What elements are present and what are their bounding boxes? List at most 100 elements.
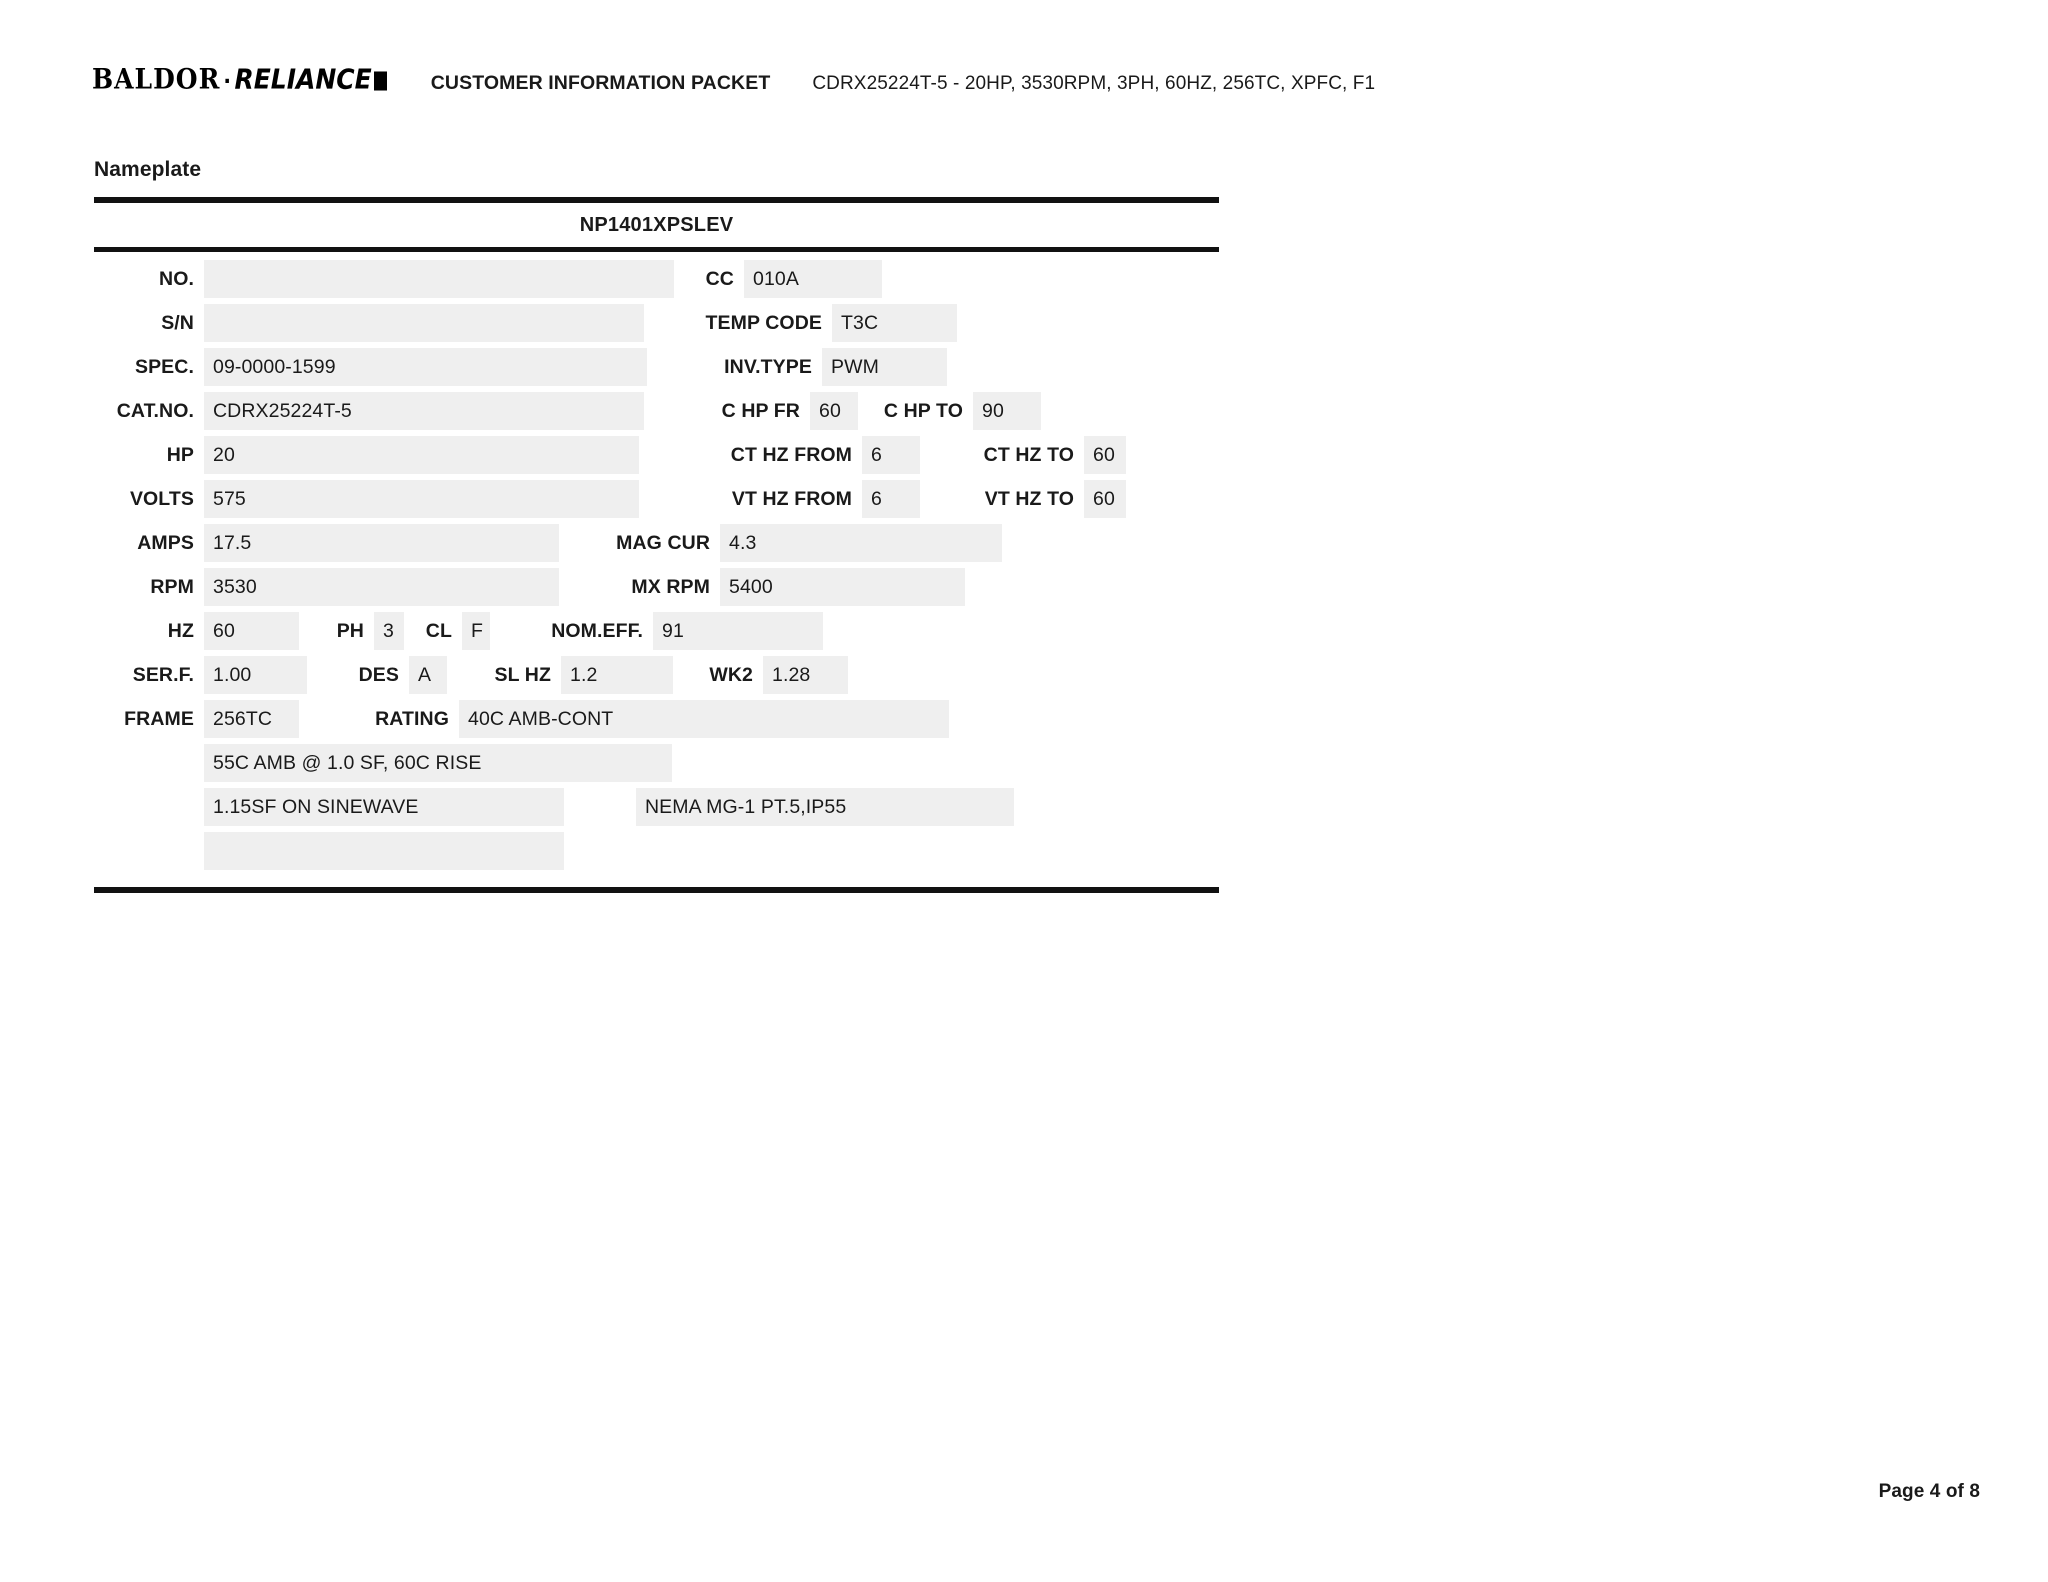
label-no: NO.: [159, 267, 194, 290]
value-note-2[interactable]: 1.15SF ON SINEWAVE: [204, 788, 564, 826]
row-spacer: [920, 477, 934, 521]
value-mx-rpm[interactable]: 5400: [720, 568, 965, 606]
row-spacer: [674, 257, 694, 301]
table-row: SPEC. 09-0000-1599 INV.TYPE PWM: [94, 345, 1219, 389]
value-ct-hz-from[interactable]: 6: [862, 436, 920, 474]
table-top-rule: [94, 197, 1219, 203]
value-nom-eff[interactable]: 91: [653, 612, 823, 650]
logo-trademark-icon: [373, 71, 387, 91]
row-spacer: [639, 477, 662, 521]
table-row: VOLTS 575 VT HZ FROM 6 VT HZ TO 60: [94, 477, 1219, 521]
value-note-3[interactable]: [204, 832, 564, 870]
baldor-reliance-logo: BALDOR · RELIANCE: [92, 63, 387, 95]
table-row: [94, 829, 1219, 873]
value-amps[interactable]: 17.5: [204, 524, 559, 562]
value-des[interactable]: A: [409, 656, 447, 694]
value-volts[interactable]: 575: [204, 480, 639, 518]
row-spacer: [299, 697, 329, 741]
table-row: FRAME 256TC RATING 40C AMB-CONT: [94, 697, 1219, 741]
table-row: 1.15SF ON SINEWAVE NEMA MG-1 PT.5,IP55: [94, 785, 1219, 829]
label-vt-hz-from: VT HZ FROM: [731, 487, 852, 510]
value-hz[interactable]: 60: [204, 612, 299, 650]
value-ct-hz-to[interactable]: 60: [1084, 436, 1126, 474]
label-amps: AMPS: [137, 531, 194, 554]
label-hz: HZ: [167, 619, 194, 642]
label-temp-code: TEMP CODE: [705, 311, 822, 334]
label-vt-hz-to: VT HZ TO: [984, 487, 1074, 510]
label-mx-rpm: MX RPM: [631, 575, 710, 598]
row-spacer: [490, 609, 505, 653]
label-volts: VOLTS: [129, 487, 194, 510]
label-sl-hz: SL HZ: [494, 663, 551, 686]
section-heading-nameplate: Nameplate: [94, 158, 202, 181]
table-row: NO. CC 010A: [94, 257, 1219, 301]
value-ph[interactable]: 3: [374, 612, 404, 650]
label-des: DES: [358, 663, 399, 686]
value-rpm[interactable]: 3530: [204, 568, 559, 606]
value-c-hp-fr[interactable]: 60: [810, 392, 858, 430]
label-nom-eff: NOM.EFF.: [551, 619, 643, 642]
page-number-footer: Page 4 of 8: [1878, 1481, 1980, 1502]
label-note-1: [94, 741, 204, 785]
nameplate-title: NP1401XPSLEV: [579, 214, 734, 236]
label-rating: RATING: [375, 707, 449, 730]
label-inv-type: INV.TYPE: [724, 355, 812, 378]
value-note-nema[interactable]: NEMA MG-1 PT.5,IP55: [636, 788, 1014, 826]
value-rating[interactable]: 40C AMB-CONT: [459, 700, 949, 738]
row-spacer: [559, 521, 580, 565]
table-header-rule: [94, 247, 1219, 252]
table-bottom-rule: [94, 887, 1219, 893]
row-spacer: [299, 609, 312, 653]
value-no[interactable]: [204, 260, 674, 298]
value-vt-hz-to[interactable]: 60: [1084, 480, 1126, 518]
label-frame: FRAME: [124, 707, 194, 730]
label-ph: PH: [336, 619, 364, 642]
table-row: HZ 60 PH 3 CL F NOM.EFF. 91: [94, 609, 1219, 653]
value-wk2[interactable]: 1.28: [763, 656, 848, 694]
label-cc: CC: [705, 267, 734, 290]
value-cat-no[interactable]: CDRX25224T-5: [204, 392, 644, 430]
label-note-2: [94, 785, 204, 829]
row-spacer: [404, 609, 416, 653]
value-c-hp-to[interactable]: 90: [973, 392, 1041, 430]
row-spacer: [858, 389, 868, 433]
label-cat-no: CAT.NO.: [116, 399, 194, 422]
value-spec[interactable]: 09-0000-1599: [204, 348, 647, 386]
value-sl-hz[interactable]: 1.2: [561, 656, 673, 694]
value-mag-cur[interactable]: 4.3: [720, 524, 1002, 562]
label-rpm: RPM: [150, 575, 194, 598]
value-cc[interactable]: 010A: [744, 260, 882, 298]
row-spacer: [639, 433, 662, 477]
row-spacer: [644, 301, 662, 345]
label-ct-hz-from: CT HZ FROM: [730, 443, 852, 466]
value-vt-hz-from[interactable]: 6: [862, 480, 920, 518]
value-frame[interactable]: 256TC: [204, 700, 299, 738]
nameplate-rows: NO. CC 010A S/N TEMP CODE T3C SPEC. 09-0…: [94, 252, 1219, 887]
table-row: S/N TEMP CODE T3C: [94, 301, 1219, 345]
row-spacer: [920, 433, 934, 477]
row-spacer: [307, 653, 329, 697]
value-cl[interactable]: F: [462, 612, 490, 650]
packet-subtitle: CDRX25224T-5 - 20HP, 3530RPM, 3PH, 60HZ,…: [812, 73, 1376, 94]
value-temp-code[interactable]: T3C: [832, 304, 957, 342]
row-spacer: [447, 653, 465, 697]
label-c-hp-fr: C HP FR: [721, 399, 800, 422]
row-spacer: [644, 389, 662, 433]
value-inv-type[interactable]: PWM: [822, 348, 947, 386]
table-row: AMPS 17.5 MAG CUR 4.3: [94, 521, 1219, 565]
row-spacer: [647, 345, 662, 389]
value-hp[interactable]: 20: [204, 436, 639, 474]
label-mag-cur: MAG CUR: [616, 531, 710, 554]
logo-reliance-text: RELIANCE: [234, 62, 372, 95]
logo-baldor-text: BALDOR: [92, 62, 221, 95]
value-sn[interactable]: [204, 304, 644, 342]
label-ser-f: SER.F.: [132, 663, 194, 686]
row-spacer: [564, 785, 636, 829]
label-note-3: [94, 829, 204, 873]
table-row: CAT.NO. CDRX25224T-5 C HP FR 60 C HP TO …: [94, 389, 1219, 433]
document-header: BALDOR · RELIANCE CUSTOMER INFORMATION PAC…: [92, 63, 1376, 95]
label-sn: S/N: [161, 311, 194, 334]
value-ser-f[interactable]: 1.00: [204, 656, 307, 694]
value-note-1[interactable]: 55C AMB @ 1.0 SF, 60C RISE: [204, 744, 672, 782]
